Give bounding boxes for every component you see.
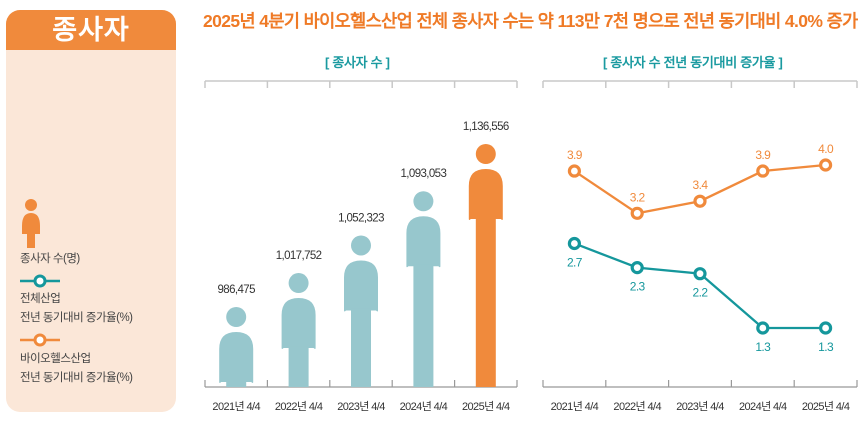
bar-value-label: 986,475 [218, 284, 256, 296]
person-body [281, 298, 316, 350]
legend-bio-2: 전년 동기대비 증가율(%) [20, 372, 133, 384]
person-leg-bar [475, 217, 496, 387]
line-x-tick-label: 2024년 4/4 [739, 400, 787, 413]
person-leg-bar [226, 380, 247, 387]
line-marker [567, 236, 582, 251]
line-marker [756, 164, 770, 178]
legend-all-industry-2: 전년 동기대비 증가율(%) [20, 312, 133, 324]
bar-chart-title: [ 종사자 수 ] [325, 55, 390, 70]
line-x-tick-label: 2025년 4/4 [802, 400, 850, 413]
bar-value-label: 1,093,053 [401, 168, 447, 180]
bar-person-figure [219, 307, 254, 387]
line-data-label: 2.7 [567, 255, 583, 269]
bar-value-label: 1,052,323 [338, 212, 384, 224]
legend-teal-line-icon [20, 274, 60, 288]
person-head [226, 307, 247, 327]
person-head [288, 273, 309, 294]
person-head [475, 144, 496, 164]
legend-panel [6, 10, 176, 412]
line-chart-title: [ 종사자 수 전년 동기대비 증가율 ] [603, 55, 783, 70]
bar-x-tick-label: 2022년 4/4 [275, 400, 323, 413]
person-body [468, 169, 503, 220]
panel-title: 종사자 [6, 10, 176, 50]
line-marker [630, 261, 644, 275]
person-icon [22, 199, 40, 248]
bar-value-label: 1,136,556 [463, 121, 509, 133]
legend-workers: 종사자 수(명) [20, 253, 80, 265]
line-marker [818, 321, 833, 335]
line-data-label: 2.2 [693, 286, 709, 300]
person-leg-bar [413, 264, 434, 387]
bar-x-tick-label: 2025년 4/4 [462, 400, 510, 413]
bar-person-figure [344, 235, 378, 387]
line-data-label: 3.9 [755, 148, 771, 162]
line-marker [818, 158, 833, 172]
line-data-label: 1.3 [755, 340, 771, 354]
line-data-label: 3.9 [567, 148, 583, 162]
line-marker [567, 164, 582, 178]
bar-x-tick-label: 2024년 4/4 [400, 400, 448, 413]
person-body [406, 216, 441, 268]
person-head [413, 191, 434, 212]
bar-value-label: 1,017,752 [276, 250, 322, 262]
bar-x-tick-label: 2023년 4/4 [337, 400, 385, 413]
line-x-tick-label: 2021년 4/4 [551, 400, 599, 413]
headline: 2025년 4분기 바이오헬스산업 전체 종사자 수는 약 113만 7천 명으… [203, 11, 858, 31]
line-data-label: 1.3 [818, 340, 834, 354]
person-leg-bar [288, 346, 309, 387]
person-body [219, 332, 254, 383]
person-head [351, 235, 371, 256]
bar-x-tick-label: 2021년 4/4 [212, 400, 260, 413]
bar-person-figure [281, 273, 316, 387]
person-leg-bar [351, 308, 371, 387]
line-data-label: 3.4 [693, 178, 709, 192]
person-body [344, 260, 378, 312]
line-marker [630, 206, 644, 220]
line-data-label: 3.2 [630, 190, 646, 204]
line-data-label: 4.0 [818, 142, 834, 156]
line-marker [756, 321, 770, 335]
legend-bio-1: 바이오헬스산업 [20, 353, 91, 365]
line-x-tick-label: 2022년 4/4 [613, 400, 661, 413]
bar-person-figure [406, 191, 441, 387]
legend-all-industry-1: 전체산업 [20, 293, 61, 305]
line-x-tick-label: 2023년 4/4 [676, 400, 724, 413]
legend-orange-line-icon [20, 333, 60, 347]
bar-person-figure [468, 144, 503, 387]
line-marker [693, 194, 707, 208]
line-marker [693, 267, 707, 281]
line-data-label: 2.3 [630, 280, 646, 294]
line-chart-axes [542, 80, 858, 388]
